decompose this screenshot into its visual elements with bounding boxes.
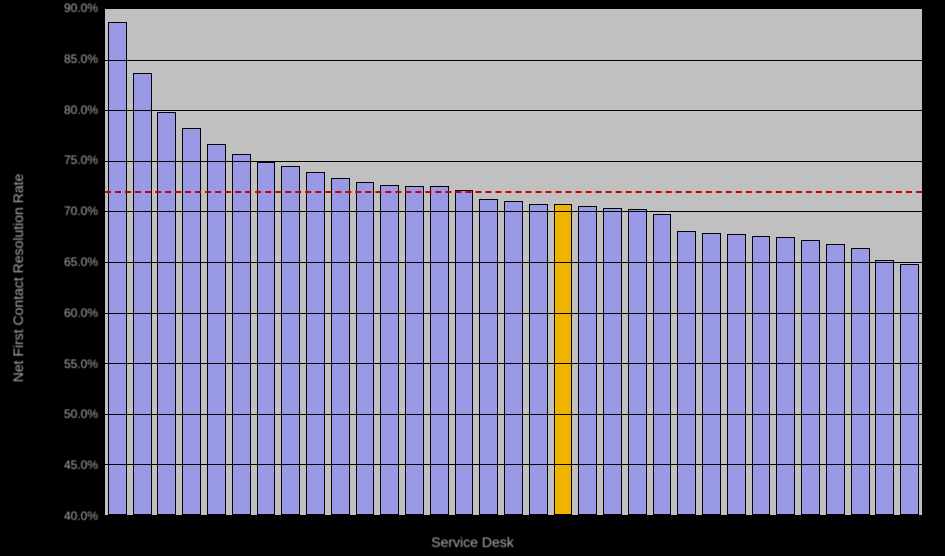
y-tick: 55.0% <box>64 357 98 371</box>
gridline <box>105 262 922 263</box>
bar <box>157 112 176 515</box>
gridline <box>105 363 922 364</box>
y-tick: 75.0% <box>64 153 98 167</box>
bar <box>430 186 449 515</box>
gridline <box>105 161 922 162</box>
y-tick-labels: 40.0%45.0%50.0%55.0%60.0%65.0%70.0%75.0%… <box>38 8 102 516</box>
bar <box>875 260 894 515</box>
bar <box>479 199 498 515</box>
bar <box>603 208 622 515</box>
bar <box>207 144 226 515</box>
bar <box>182 128 201 515</box>
gridline <box>105 60 922 61</box>
bar <box>108 22 127 515</box>
gridline <box>105 211 922 212</box>
y-tick: 70.0% <box>64 204 98 218</box>
bar <box>900 264 919 515</box>
y-tick: 60.0% <box>64 306 98 320</box>
bar <box>232 154 251 515</box>
plot-area <box>104 8 923 516</box>
bar <box>455 190 474 515</box>
bar <box>504 201 523 515</box>
bar <box>653 214 672 515</box>
y-tick: 90.0% <box>64 1 98 15</box>
bar <box>380 185 399 515</box>
bar <box>281 166 300 515</box>
y-tick: 40.0% <box>64 509 98 523</box>
chart-container: { "chart": { "type": "bar", "ylabel": "N… <box>0 0 945 556</box>
bar <box>628 209 647 515</box>
bar <box>578 206 597 515</box>
bar <box>257 162 276 515</box>
average-reference-line <box>105 191 922 193</box>
y-tick: 85.0% <box>64 52 98 66</box>
bar <box>702 233 721 515</box>
y-tick: 80.0% <box>64 103 98 117</box>
bar <box>405 186 424 515</box>
bar <box>752 236 771 515</box>
bar <box>727 234 746 515</box>
gridline <box>105 414 922 415</box>
y-tick: 50.0% <box>64 407 98 421</box>
bar <box>133 73 152 515</box>
gridline <box>105 110 922 111</box>
bar <box>776 237 795 515</box>
bar <box>529 204 548 515</box>
y-tick: 45.0% <box>64 458 98 472</box>
bar <box>826 244 845 515</box>
bar <box>801 240 820 515</box>
bar <box>851 248 870 515</box>
bar <box>677 231 696 515</box>
gridline <box>105 313 922 314</box>
gridline <box>105 464 922 465</box>
bar-highlighted <box>554 204 573 515</box>
x-axis-label: Service Desk <box>431 534 513 550</box>
y-axis-label: Net First Contact Resolution Rate <box>10 174 26 383</box>
y-tick: 65.0% <box>64 255 98 269</box>
